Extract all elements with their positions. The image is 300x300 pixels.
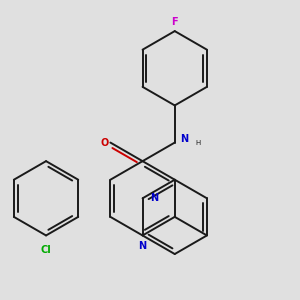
Text: F: F <box>171 17 178 27</box>
Text: O: O <box>101 138 109 148</box>
Text: N: N <box>180 134 188 144</box>
Text: H: H <box>195 140 200 146</box>
Text: N: N <box>139 241 147 251</box>
Text: Cl: Cl <box>41 245 51 255</box>
Text: N: N <box>150 193 158 203</box>
